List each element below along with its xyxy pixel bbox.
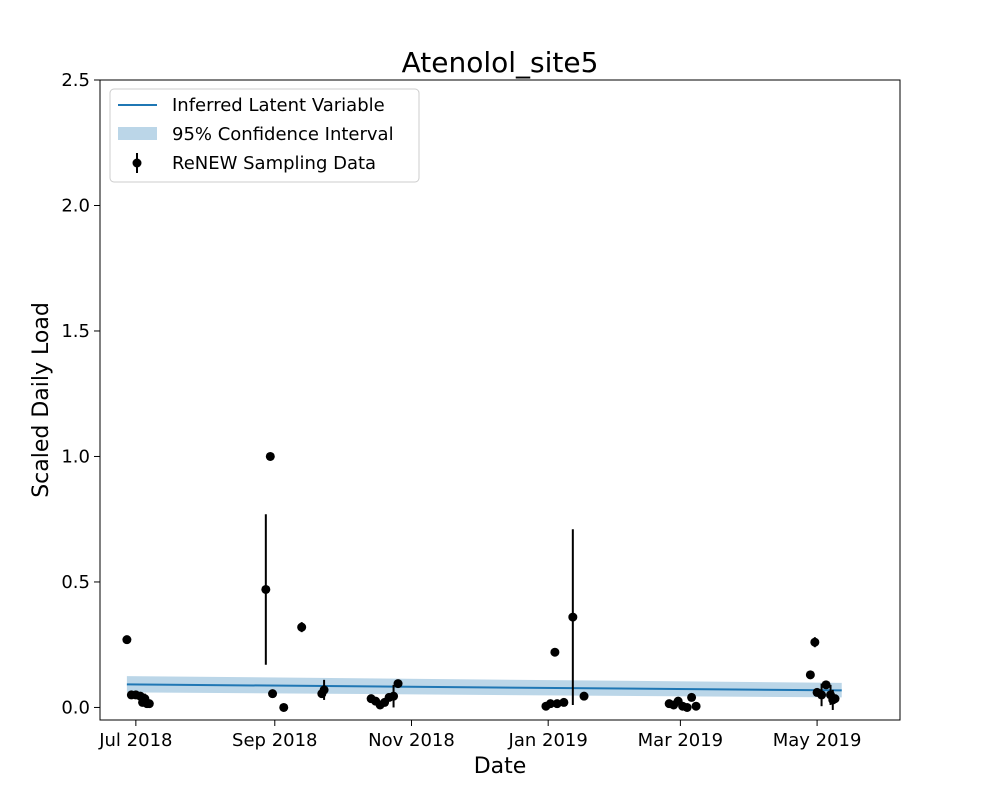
data-point <box>265 451 275 461</box>
data-point <box>122 635 132 645</box>
legend-label-latent: Inferred Latent Variable <box>172 95 385 116</box>
y-tick-label: 0.0 <box>61 697 90 718</box>
y-tick-label: 2.5 <box>61 70 90 91</box>
plot-frame <box>99 79 901 721</box>
data-point <box>552 699 562 709</box>
data-point <box>691 701 701 711</box>
x-tick-label: May 2019 <box>773 730 862 751</box>
y-axis-label: Scaled Daily Load <box>29 302 54 498</box>
y-tick-label: 0.5 <box>61 572 90 593</box>
data-point <box>389 691 399 701</box>
data-point <box>144 699 154 709</box>
data-point <box>687 692 697 702</box>
y-tick-label: 1.5 <box>61 321 90 342</box>
data-point <box>279 702 289 712</box>
legend-label-data: ReNEW Sampling Data <box>172 153 376 174</box>
data-point <box>545 699 555 709</box>
x-tick-label: Jan 2019 <box>508 730 588 751</box>
data-point <box>830 694 840 704</box>
data-point <box>821 680 831 690</box>
x-tick-label: Mar 2019 <box>638 730 724 751</box>
data-point <box>297 622 307 632</box>
legend-frame <box>109 88 420 183</box>
data-point <box>810 637 820 647</box>
legend-label-ci: 95% Confidence Interval <box>172 124 394 145</box>
data-point <box>261 584 271 594</box>
x-tick-label: Sep 2018 <box>232 730 317 751</box>
x-axis: Jul 2018 Sep 2018 Nov 2018 Jan 2019 Mar 2019… <box>98 720 861 751</box>
data-point <box>568 612 578 622</box>
data-point <box>559 697 569 707</box>
data-point <box>319 685 329 695</box>
x-tick-label: Jul 2018 <box>98 730 172 751</box>
chart-title: Atenolol_site5 <box>402 46 599 79</box>
data-point <box>682 702 692 712</box>
data-point <box>550 647 560 657</box>
data-point <box>393 679 403 689</box>
y-tick-label: 1.0 <box>61 446 90 467</box>
x-axis-label: Date <box>474 754 527 779</box>
x-tick-label: Nov 2018 <box>368 730 455 751</box>
legend-band-swatch <box>118 127 157 140</box>
y-tick-label: 2.0 <box>61 195 90 216</box>
latent-line <box>126 683 842 692</box>
data-point <box>817 690 827 700</box>
y-axis: 0.0 0.5 1.0 1.5 2.0 2.5 <box>61 70 100 718</box>
legend: Inferred Latent Variable 95% Confidence … <box>109 88 420 183</box>
data-point <box>805 670 815 680</box>
plot-area <box>122 451 842 712</box>
data-point <box>579 691 589 701</box>
data-point <box>268 689 278 699</box>
legend-marker-swatch <box>132 158 142 168</box>
